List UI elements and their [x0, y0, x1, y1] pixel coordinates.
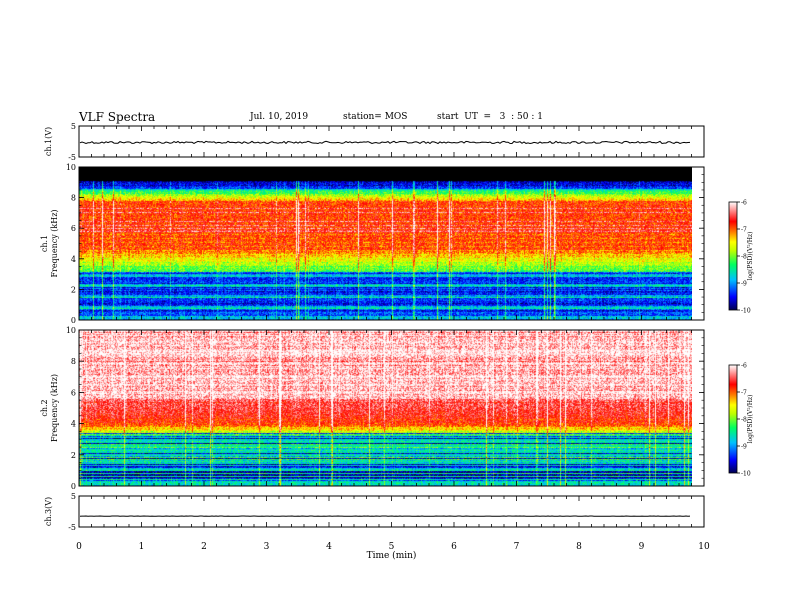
- y-axis-label-frequency: Frequency (kHz): [50, 374, 59, 442]
- x-tick-label: 10: [698, 542, 710, 552]
- colorbar-tick-label: -9: [741, 444, 747, 451]
- x-tick-label: 5: [389, 542, 395, 552]
- x-axis: 0 1 2 3 4 5 6 7 8 9 10 Time (min): [76, 542, 710, 561]
- y-tick-label: 8: [71, 194, 76, 203]
- colorbar-tick-label: -6: [741, 363, 747, 370]
- ch1-spectrogram-image: [79, 167, 692, 320]
- chart-title: VLF Spectra: [79, 110, 156, 124]
- y-tick-label: -5: [68, 523, 76, 532]
- y-tick-label: 10: [66, 163, 76, 172]
- ch2-spectrogram-panel: 0 2 4 6 8 10 ch.2 Frequency (kHz) -6 -7 -8 -9 -10 log…: [40, 326, 754, 491]
- y-tick-label: 10: [66, 326, 76, 335]
- y-tick-label: 2: [71, 285, 76, 294]
- y-tick-label: 4: [71, 420, 76, 429]
- colorbar-tick-label: -7: [741, 390, 747, 397]
- y-axis-label-channel: ch.1: [40, 235, 49, 252]
- y-tick-label: 6: [71, 388, 76, 397]
- y-tick-label: 8: [71, 357, 76, 366]
- ch2-spectrogram-image: [79, 330, 692, 486]
- x-tick-label: 1: [139, 542, 145, 552]
- date-label: Jul. 10, 2019: [250, 112, 309, 122]
- ch1-waveform-panel: 5 -5 ch.1(V): [44, 122, 705, 162]
- x-tick-label: 3: [264, 542, 270, 552]
- y-tick-label: 4: [71, 255, 76, 264]
- x-tick-label: 0: [76, 542, 82, 552]
- colorbar-label: log(PSD)(V²/Hz): [747, 395, 754, 444]
- y-tick-label: 2: [71, 451, 76, 460]
- colorbar-label: log(PSD)(V²/Hz): [747, 232, 754, 281]
- x-tick-label: 7: [514, 542, 520, 552]
- y-tick-label: 6: [71, 224, 76, 233]
- colorbar: [728, 364, 738, 474]
- y-axis-label: ch.1(V): [44, 127, 53, 156]
- y-tick-label: 0: [71, 316, 76, 325]
- colorbar-tick-label: -7: [741, 227, 747, 234]
- colorbar-tick-label: -10: [741, 308, 751, 315]
- y-axis-label: ch.3(V): [44, 497, 53, 526]
- colorbar-tick-label: -9: [741, 281, 747, 288]
- y-tick-label: 5: [71, 122, 76, 131]
- ch1-spectrogram-panel: 0 2 4 6 8 10 ch.1 Frequency (kHz) -6 -7 -8 -9 -10 log…: [40, 163, 754, 325]
- x-tick-label: 4: [326, 542, 332, 552]
- ch1-waveform-line: [79, 140, 691, 145]
- y-tick-label: -5: [68, 153, 76, 162]
- y-tick-label: 5: [71, 492, 76, 501]
- station-label: station= MOS: [343, 112, 408, 122]
- colorbar-tick-label: -6: [741, 200, 747, 207]
- x-tick-label: 6: [451, 542, 457, 552]
- colorbar-tick-label: -8: [741, 417, 747, 424]
- ch3-waveform-panel: 5 -5 ch.3(V): [44, 492, 705, 532]
- colorbar: [728, 201, 738, 311]
- y-axis-label-frequency: Frequency (kHz): [50, 209, 59, 277]
- y-axis-label-channel: ch.2: [40, 399, 49, 416]
- x-tick-label: 8: [576, 542, 582, 552]
- colorbar-tick-label: -10: [741, 471, 751, 478]
- y-tick-label: 0: [71, 482, 76, 491]
- x-tick-label: 2: [201, 542, 207, 552]
- colorbar-tick-label: -8: [741, 254, 747, 261]
- start-time-label: start UT = 3 : 50 : 1: [437, 112, 543, 122]
- x-axis-label: Time (min): [367, 550, 417, 561]
- x-tick-label: 9: [639, 542, 645, 552]
